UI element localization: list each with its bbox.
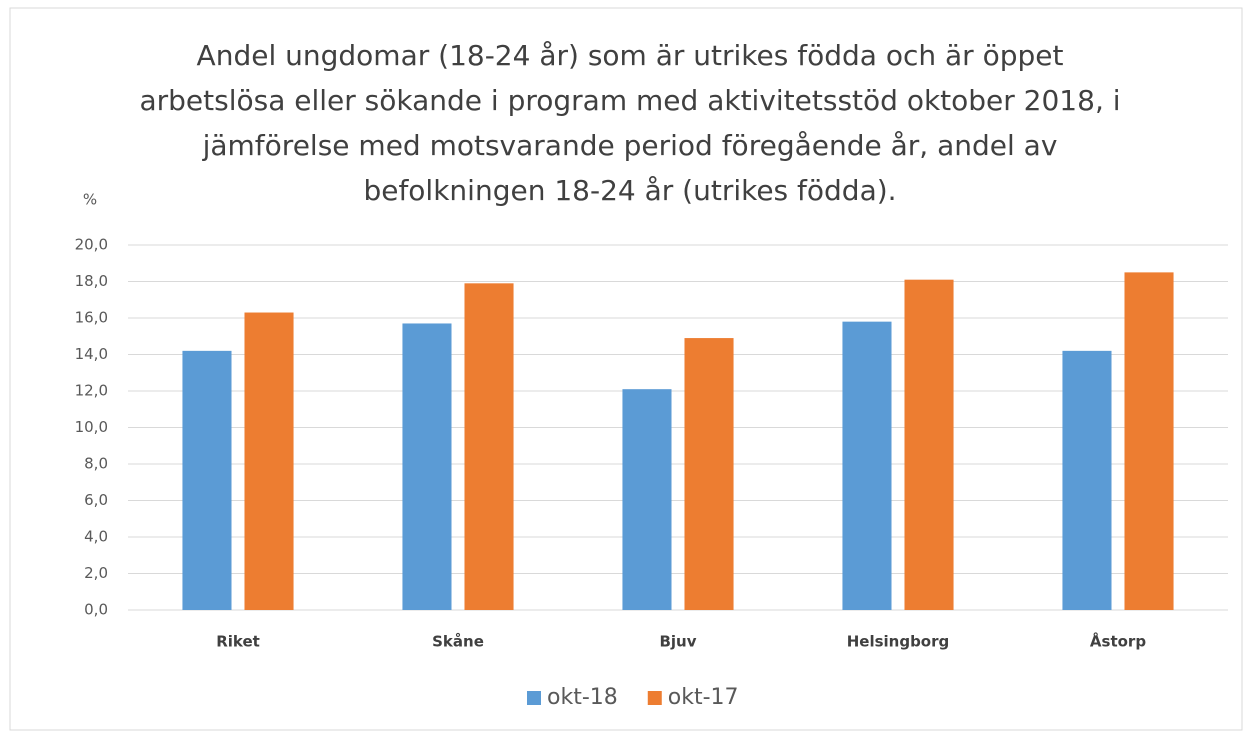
bar: [684, 338, 734, 610]
y-tick-label: 2,0: [84, 564, 108, 582]
y-tick-label: 10,0: [75, 418, 108, 436]
legend-label: okt-18: [547, 685, 618, 710]
bar: [402, 323, 452, 610]
x-tick-label: Skåne: [432, 633, 484, 651]
y-tick-label: 6,0: [84, 491, 108, 509]
y-tick-label: 4,0: [84, 528, 108, 546]
bar: [182, 350, 232, 610]
bar: [244, 312, 294, 610]
y-tick-label: 16,0: [75, 309, 108, 327]
x-tick-label: Riket: [216, 633, 260, 651]
legend-swatch: [527, 691, 541, 705]
bar: [1124, 272, 1174, 610]
legend-label: okt-17: [668, 685, 739, 710]
chart-title: jämförelse med motsvarande period föregå…: [202, 129, 1058, 162]
y-tick-label: 0,0: [84, 601, 108, 619]
y-axis-label: %: [83, 191, 97, 209]
chart-title: befolkningen 18-24 år (utrikes födda).: [363, 174, 896, 207]
bar: [1062, 350, 1112, 610]
x-tick-label: Bjuv: [659, 633, 696, 651]
x-tick-label: Åstorp: [1090, 632, 1146, 651]
bar: [904, 279, 954, 610]
legend-swatch: [647, 691, 662, 705]
y-tick-label: 18,0: [75, 272, 108, 290]
x-tick-label: Helsingborg: [847, 633, 950, 651]
bar: [622, 389, 672, 610]
bar: [464, 283, 514, 610]
bar: [842, 321, 892, 610]
y-tick-label: 14,0: [75, 345, 108, 363]
y-tick-label: 12,0: [75, 382, 108, 400]
y-tick-label: 20,0: [75, 236, 108, 254]
y-tick-label: 8,0: [84, 455, 108, 473]
chart-title: arbetslösa eller sökande i program med a…: [139, 84, 1120, 117]
chart-title: Andel ungdomar (18-24 år) som är utrikes…: [197, 39, 1064, 72]
